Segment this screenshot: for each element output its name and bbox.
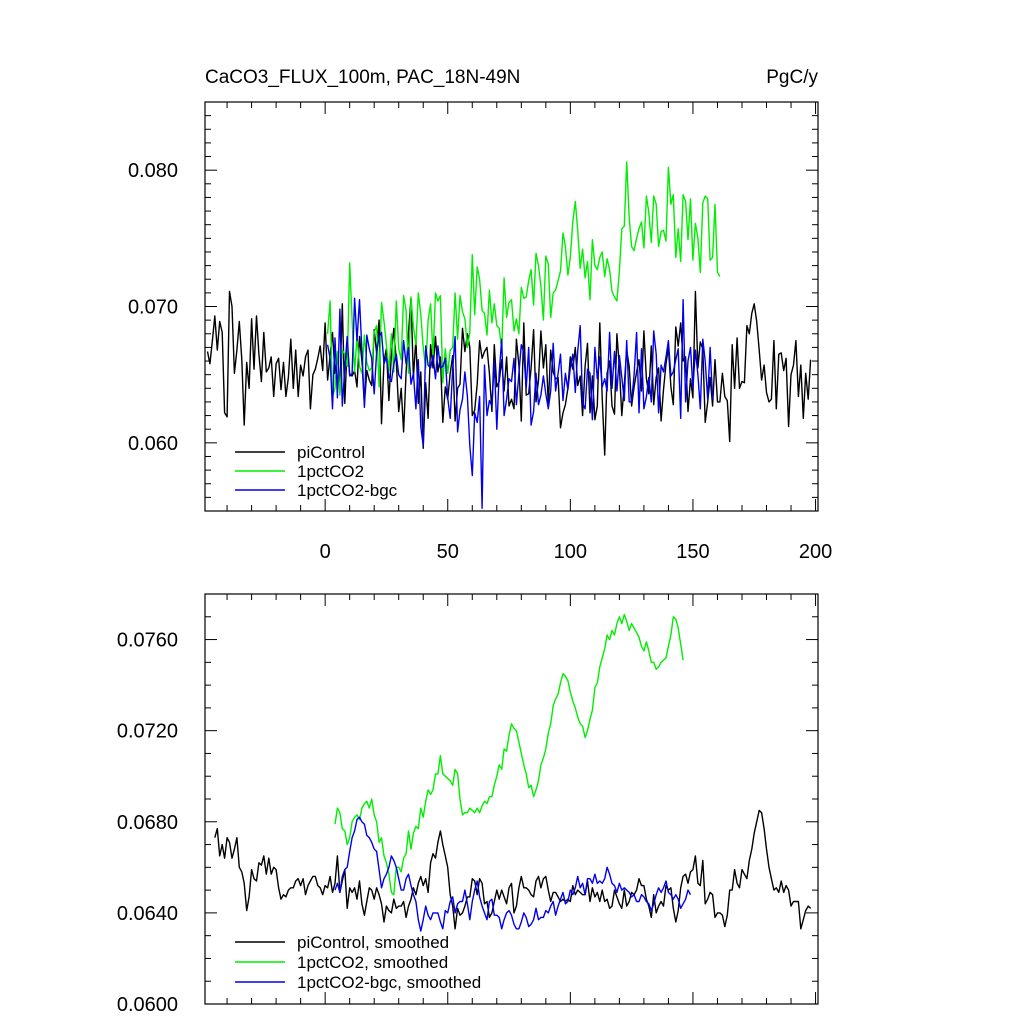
- legend-label: 1pctCO2-bgc: [297, 481, 398, 500]
- legend-label: piControl, smoothed: [297, 933, 449, 952]
- series-line-1pctco2-smoothed: [334, 613, 684, 896]
- series-line-1pctco2: [326, 161, 721, 398]
- x-tick-label: 150: [676, 541, 709, 563]
- y-tick-label: 0.080: [128, 160, 178, 182]
- bottom-panel-frame: [204, 593, 819, 1005]
- y-tick-label: 0.0760: [117, 630, 178, 652]
- series-line-picontrol: [206, 290, 812, 456]
- x-tick-label: 200: [799, 541, 832, 563]
- y-tick-label: 0.0680: [117, 812, 178, 834]
- bottom-panel-series-group: [214, 613, 812, 932]
- bottom-panel: 0.0600 0.0640 0.0680 0.0720 0.0760 piControl…: [117, 593, 819, 1016]
- legend-label: piControl: [297, 443, 365, 462]
- series-line-1pctco2-bgc-smoothed: [334, 816, 692, 932]
- top-panel-units: PgC/y: [766, 67, 818, 88]
- series-line-picontrol-smoothed: [214, 809, 812, 930]
- top-panel-series-group: [206, 161, 812, 509]
- legend-label: 1pctCO2, smoothed: [297, 953, 448, 972]
- top-panel-title: CaCO3_FLUX_100m, PAC_18N-49N: [205, 67, 520, 88]
- x-tick-label: 100: [554, 541, 587, 563]
- y-tick-label: 0.0640: [117, 903, 178, 925]
- y-tick-label: 0.070: [128, 297, 178, 319]
- top-panel: CaCO3_FLUX_100m, PAC_18N-49N PgC/y 0 50 10…: [128, 67, 832, 563]
- y-tick-label: 0.0600: [117, 994, 178, 1016]
- legend-label: 1pctCO2-bgc, smoothed: [297, 973, 481, 992]
- top-panel-frame: [204, 101, 819, 512]
- y-tick-label: 0.0720: [117, 721, 178, 743]
- bottom-panel-ticks: 0.0600 0.0640 0.0680 0.0720 0.0760: [117, 593, 818, 1016]
- series-line-1pctco2-bgc: [326, 297, 714, 509]
- legend-label: 1pctCO2: [297, 462, 364, 481]
- y-tick-label: 0.060: [128, 433, 178, 455]
- top-panel-ticks: 0 50 100 150 200 0.060 0.070 0.080: [128, 101, 832, 563]
- x-tick-label: 0: [320, 541, 331, 563]
- x-tick-label: 50: [437, 541, 459, 563]
